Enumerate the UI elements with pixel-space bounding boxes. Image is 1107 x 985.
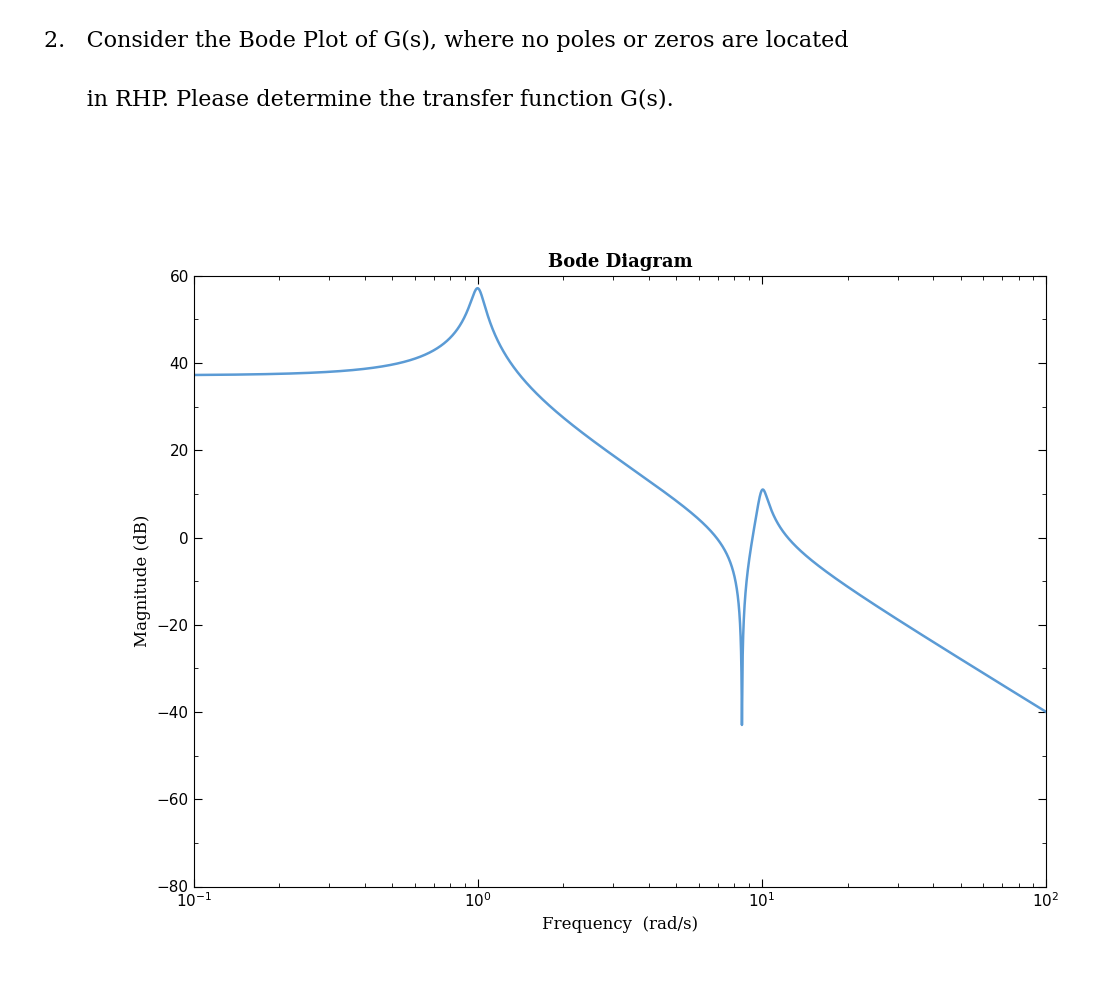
X-axis label: Frequency  (rad/s): Frequency (rad/s) — [541, 916, 699, 933]
Text: in RHP. Please determine the transfer function G(s).: in RHP. Please determine the transfer fu… — [44, 89, 674, 110]
Y-axis label: Magnitude (dB): Magnitude (dB) — [134, 515, 152, 647]
Title: Bode Diagram: Bode Diagram — [548, 253, 692, 272]
Text: 2.   Consider the Bode Plot of G(s), where no poles or zeros are located: 2. Consider the Bode Plot of G(s), where… — [44, 30, 849, 51]
